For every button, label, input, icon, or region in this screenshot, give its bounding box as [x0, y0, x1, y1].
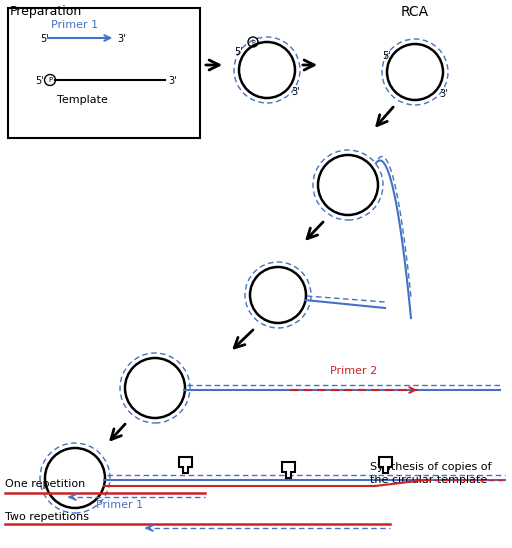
FancyBboxPatch shape — [8, 8, 200, 138]
Polygon shape — [179, 457, 191, 473]
Text: 5': 5' — [234, 47, 243, 57]
Text: Primer 1: Primer 1 — [51, 20, 99, 30]
Polygon shape — [378, 457, 392, 473]
Text: 3': 3' — [439, 89, 447, 99]
Polygon shape — [282, 462, 294, 478]
Text: Synthesis of copies of
the circular template: Synthesis of copies of the circular temp… — [370, 462, 492, 485]
Text: 5': 5' — [382, 51, 391, 61]
Text: 3': 3' — [117, 34, 125, 44]
Text: 5': 5' — [35, 76, 44, 86]
Text: 3': 3' — [168, 76, 177, 86]
Text: Primer 1: Primer 1 — [96, 500, 143, 510]
Text: Preparation: Preparation — [10, 5, 82, 18]
Text: Two repetitions: Two repetitions — [5, 512, 89, 522]
Text: P: P — [48, 77, 52, 83]
Text: Template: Template — [56, 95, 108, 105]
Text: RCA: RCA — [401, 5, 429, 19]
Text: Primer 2: Primer 2 — [330, 366, 377, 376]
Text: One repetition: One repetition — [5, 479, 86, 489]
Text: 5': 5' — [40, 34, 49, 44]
Text: P: P — [251, 39, 255, 44]
Text: 3': 3' — [291, 87, 300, 97]
